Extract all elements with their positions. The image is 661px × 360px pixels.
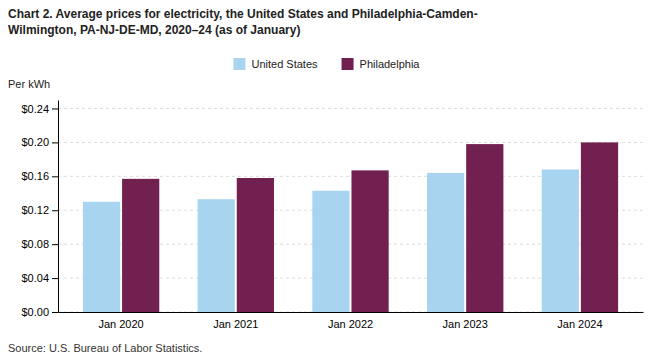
y-tick: $0.12	[21, 204, 58, 216]
legend-swatch	[234, 58, 246, 70]
bar	[122, 179, 159, 312]
bar	[83, 202, 120, 312]
bar	[581, 142, 618, 312]
y-tick: $0.00	[21, 306, 58, 318]
source: Source: U.S. Bureau of Labor Statistics.	[8, 342, 202, 354]
x-axis: Jan 2020 Jan 2021 Jan 2022 Jan 2023 Jan 2024	[59, 313, 644, 330]
legend-swatch	[342, 58, 354, 70]
title: Chart 2. Average prices for electricity,…	[8, 7, 478, 37]
bar	[466, 144, 503, 312]
y-axis: $0.00 $0.04 $0.08 $0.12 $0.16 $0.20 $0.24	[21, 101, 58, 319]
axis-line	[59, 312, 644, 313]
x-tick: Jan 2023	[443, 318, 488, 330]
tick-mark	[52, 244, 58, 245]
tick-label: Jan 2020	[98, 318, 143, 330]
tick-label: Jan 2023	[443, 318, 488, 330]
y-tick: $0.24	[21, 103, 58, 115]
x-tick: Jan 2024	[557, 318, 602, 330]
y-axis-label: Per kWh	[8, 78, 50, 90]
grid	[58, 108, 643, 312]
y-tick: $0.20	[21, 136, 58, 148]
tick-label: Jan 2024	[557, 318, 602, 330]
tick-mark	[52, 278, 58, 279]
x-tick: Jan 2022	[328, 318, 373, 330]
bar	[542, 170, 579, 312]
tick-mark	[52, 108, 58, 109]
tick-mark	[52, 176, 58, 177]
legend-item: Philadelphia	[342, 58, 421, 70]
tick-label: $0.04	[21, 272, 49, 284]
y-tick: $0.04	[21, 272, 58, 284]
bar	[427, 173, 464, 312]
tick-mark	[52, 312, 58, 313]
bar	[351, 170, 388, 312]
bars	[83, 142, 618, 312]
y-tick: $0.16	[21, 170, 58, 182]
x-tick: Jan 2020	[98, 318, 143, 330]
grid-line	[58, 142, 643, 143]
bar	[198, 199, 235, 312]
x-tick: Jan 2021	[213, 318, 258, 330]
tick-label: $0.16	[21, 170, 49, 182]
axis-line	[58, 101, 59, 313]
tick-mark	[52, 210, 58, 211]
legend-label: Philadelphia	[360, 58, 421, 70]
bar-series	[122, 142, 618, 312]
tick-label: $0.00	[21, 306, 49, 318]
tick-label: $0.24	[21, 103, 49, 115]
plot-area: $0.00 $0.04 $0.08 $0.12 $0.16 $0.20 $0.24 Jan 2…	[21, 101, 643, 330]
bar	[312, 191, 349, 312]
tick-mark	[52, 142, 58, 143]
grid-line	[58, 108, 643, 109]
bar	[237, 178, 274, 312]
legend-label: United States	[252, 58, 319, 70]
tick-label: Jan 2022	[328, 318, 373, 330]
tick-label: $0.08	[21, 238, 49, 250]
y-tick: $0.08	[21, 238, 58, 250]
bar-series	[83, 170, 579, 312]
tick-label: $0.12	[21, 204, 49, 216]
tick-label: Jan 2021	[213, 318, 258, 330]
tick-label: $0.20	[21, 136, 49, 148]
chart-svg: Chart 2. Average prices for electricity,…	[0, 0, 661, 360]
legend: United States Philadelphia	[234, 58, 421, 70]
legend-item: United States	[234, 58, 319, 70]
